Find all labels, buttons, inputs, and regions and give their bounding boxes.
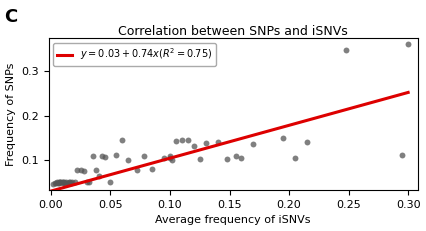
Point [133, 168, 140, 172]
Point [279, 136, 286, 140]
Point [56, 181, 63, 185]
Point [342, 48, 349, 52]
Point [59, 180, 66, 184]
Point [65, 180, 72, 184]
Point [68, 181, 75, 185]
Point [178, 138, 185, 142]
Point [55, 181, 61, 185]
Point [98, 155, 105, 158]
Point [190, 144, 197, 148]
Point [69, 180, 76, 184]
Point [166, 155, 173, 158]
Point [214, 140, 221, 144]
Y-axis label: Frequency of SNPs: Frequency of SNPs [6, 62, 15, 166]
Point [169, 158, 176, 162]
Point [232, 154, 239, 157]
Point [160, 156, 167, 160]
Point [57, 180, 64, 184]
Text: C: C [4, 8, 17, 26]
Point [51, 181, 58, 185]
Point [63, 180, 70, 184]
Point [64, 181, 71, 185]
Point [53, 180, 60, 184]
Point [125, 158, 132, 162]
Point [89, 155, 96, 158]
Point [172, 140, 179, 143]
Point [202, 141, 209, 145]
Point [119, 138, 126, 142]
Point [223, 157, 230, 161]
Point [81, 169, 87, 173]
Point [196, 157, 203, 161]
Point [113, 153, 120, 156]
Point [237, 156, 244, 160]
Point [58, 180, 65, 184]
Point [66, 180, 73, 184]
Point [92, 168, 99, 172]
Point [60, 180, 67, 184]
Point [404, 43, 411, 46]
Point [74, 168, 81, 172]
Point [56, 180, 63, 184]
Point [59, 181, 66, 185]
Point [140, 154, 147, 157]
Point [95, 174, 102, 177]
Point [83, 180, 90, 184]
Point [398, 153, 405, 156]
Point [148, 167, 155, 171]
Point [166, 156, 173, 160]
Point [303, 140, 310, 144]
Point [249, 143, 256, 146]
Point [291, 156, 298, 160]
X-axis label: Average frequency of iSNVs: Average frequency of iSNVs [155, 216, 310, 225]
Legend: $y = 0.03 + 0.74x(R^2 = 0.75)$: $y = 0.03 + 0.74x(R^2 = 0.75)$ [53, 43, 215, 66]
Point [107, 180, 114, 184]
Point [71, 180, 78, 184]
Point [101, 155, 108, 159]
Point [184, 138, 191, 142]
Point [57, 180, 64, 184]
Point [52, 181, 59, 185]
Point [86, 180, 92, 184]
Point [77, 168, 84, 172]
Title: Correlation between SNPs and iSNVs: Correlation between SNPs and iSNVs [118, 25, 347, 38]
Point [62, 181, 69, 185]
Point [50, 182, 57, 185]
